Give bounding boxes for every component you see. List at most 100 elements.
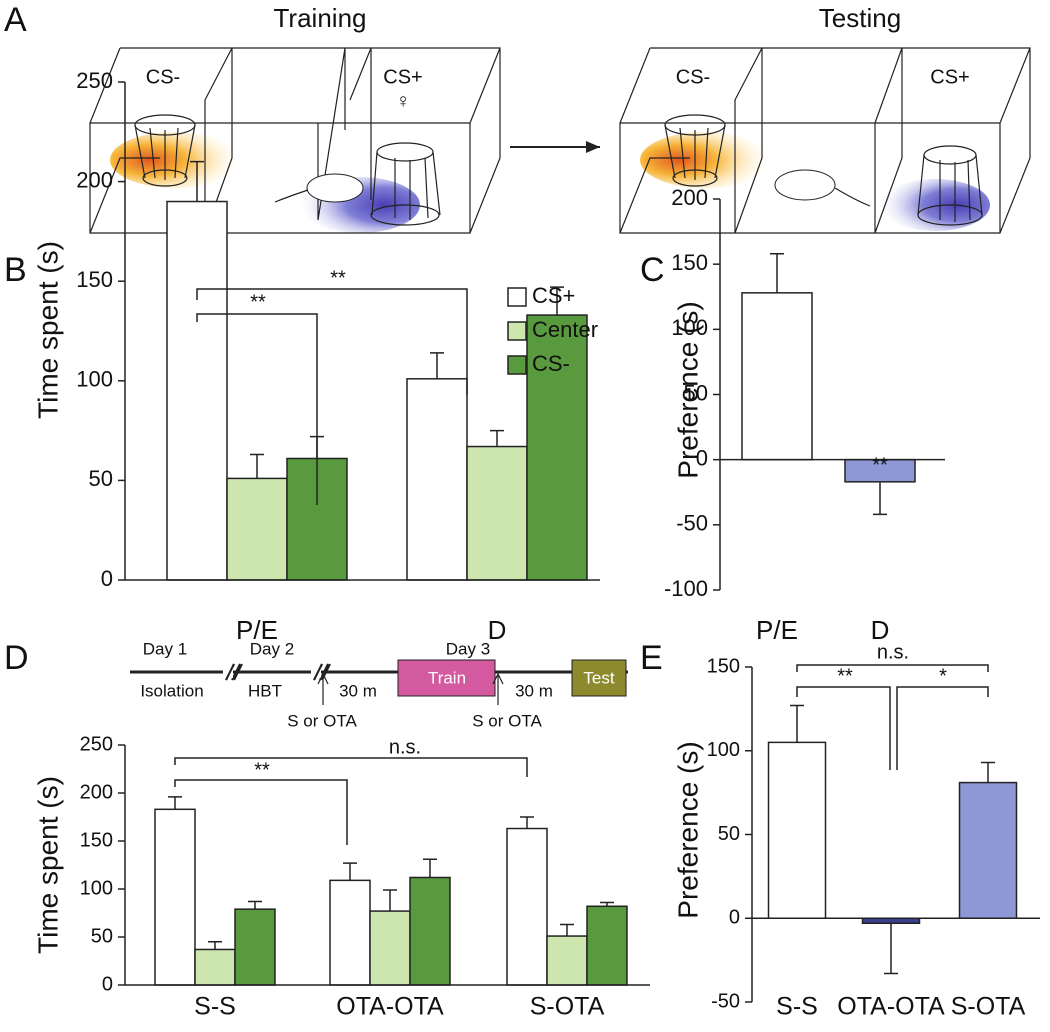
bar [194, 948, 236, 986]
bar [506, 827, 548, 986]
y-tick-label: -50 [711, 990, 740, 1012]
y-tick-label: 50 [89, 466, 113, 491]
y-tick-label: 50 [718, 823, 740, 845]
legend-label: CS+ [532, 283, 575, 308]
bar [586, 905, 628, 986]
timeline-step: 30 m [515, 681, 553, 700]
diagram-title: Training [274, 3, 367, 33]
error-bar [248, 900, 262, 910]
y-tick-label: 200 [671, 185, 708, 210]
error-bar [208, 941, 222, 950]
x-tick-label: S-S [194, 993, 236, 1021]
bar [409, 876, 451, 986]
timeline-day: Day 3 [446, 639, 490, 658]
y-axis-label: Preference (s) [672, 301, 703, 478]
error-bar [884, 923, 898, 975]
legend-swatch [507, 355, 527, 375]
female-symbol: ♀ [396, 90, 411, 112]
error-bar [423, 858, 437, 878]
significance-bracket [796, 664, 989, 672]
legend-swatch [507, 321, 527, 341]
y-axis-label: Time spent (s) [32, 241, 63, 419]
bar [369, 910, 411, 986]
y-tick-label: 50 [91, 925, 113, 947]
bar [226, 477, 288, 581]
error-bar [190, 160, 204, 202]
error-bar [560, 923, 574, 937]
panel-label: D [4, 639, 29, 677]
significance-label: ** [330, 267, 346, 289]
significance-bracket [796, 686, 891, 770]
y-tick-label: 50 [684, 380, 708, 405]
y-tick-label: -100 [664, 576, 708, 601]
significance-label: ** [837, 665, 853, 687]
legend-label: Center [532, 317, 598, 342]
bar [406, 378, 468, 581]
x-tick-label: P/E [236, 615, 278, 645]
x-tick-label: S-OTA [530, 993, 605, 1021]
significance-label: n.s. [389, 736, 421, 758]
error-bar [383, 889, 397, 912]
panel-label: C [640, 251, 665, 289]
significance-bracket [174, 757, 528, 777]
chamber-label: CS+ [930, 66, 969, 88]
bar [546, 935, 588, 986]
bar [329, 879, 371, 986]
error-bar [981, 761, 995, 783]
y-tick-label: 100 [707, 739, 740, 761]
y-tick-label: 250 [76, 68, 113, 93]
timeline-step: Train [428, 668, 466, 687]
error-bar [343, 862, 357, 881]
diagram-title: Testing [819, 3, 901, 33]
significance-label: * [939, 665, 947, 687]
y-tick-label: 250 [80, 733, 113, 755]
y-tick-label: 0 [729, 907, 740, 929]
y-axis-label: Time spent (s) [32, 776, 63, 954]
y-tick-label: 150 [707, 655, 740, 677]
panel-label: B [4, 251, 27, 289]
significance-bracket [896, 686, 989, 770]
significance-label: ** [254, 759, 270, 781]
timeline-step: Test [583, 668, 614, 687]
error-bar [550, 286, 564, 316]
timeline-step: HBT [248, 681, 282, 700]
x-tick-label: S-OTA [951, 993, 1026, 1021]
bar [526, 314, 588, 581]
bar [861, 917, 921, 925]
timeline-day: Day 2 [250, 639, 294, 658]
error-bar [873, 481, 887, 516]
significance-label: ** [872, 454, 888, 476]
y-axis-label: Preference (s) [672, 741, 703, 918]
chamber-label: CS+ [383, 66, 422, 88]
bar [466, 445, 528, 581]
timeline-step: S or OTA [287, 711, 357, 730]
bar [234, 908, 276, 986]
x-tick-label: OTA-OTA [837, 993, 945, 1021]
y-tick-label: 150 [76, 267, 113, 292]
significance-bracket [196, 313, 318, 505]
y-tick-label: 100 [76, 367, 113, 392]
y-tick-label: 0 [101, 566, 113, 591]
x-tick-label: D [871, 615, 890, 645]
timeline-step: Isolation [140, 681, 203, 700]
x-tick-label: S-S [776, 993, 818, 1021]
y-tick-label: 0 [102, 973, 113, 995]
panel-label: A [4, 1, 27, 39]
significance-label: ** [250, 291, 266, 313]
testing-box: Testing CS- CS+ [619, 3, 1031, 234]
error-bar [600, 901, 614, 907]
arrow-head [586, 141, 600, 153]
bar [741, 292, 813, 461]
legend-label: CS- [532, 351, 570, 376]
bar [958, 781, 1018, 920]
timeline-day: Day 1 [143, 639, 187, 658]
significance-bracket [174, 779, 348, 845]
y-tick-label: 150 [671, 250, 708, 275]
panel-label: E [640, 639, 663, 677]
error-bar [430, 352, 444, 379]
error-bar [520, 816, 534, 829]
chamber-label: CS- [146, 66, 180, 88]
y-tick-label: 200 [76, 167, 113, 192]
x-tick-label: P/E [756, 615, 798, 645]
